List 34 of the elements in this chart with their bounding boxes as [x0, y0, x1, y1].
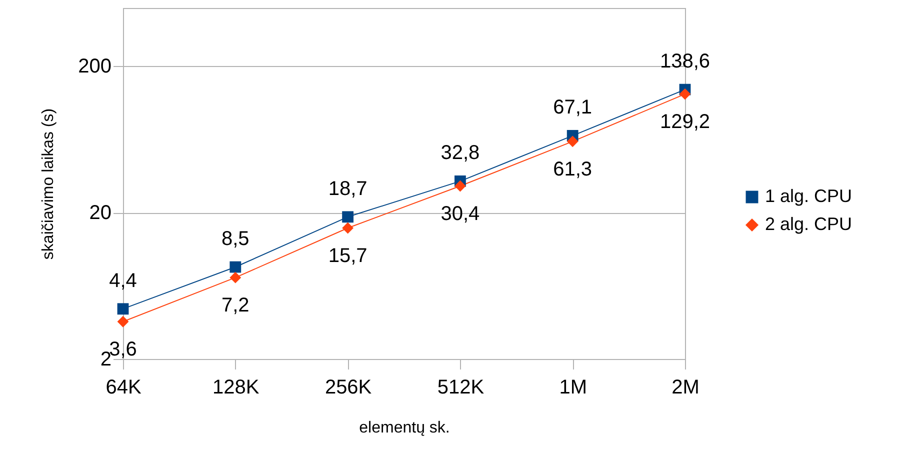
data-label: 7,2 — [221, 294, 250, 317]
point — [342, 211, 354, 223]
data-label: 138,6 — [660, 50, 710, 73]
x-tick-label: 64K — [106, 376, 142, 398]
point — [342, 222, 354, 234]
y-axis-title: skaičiavimo laikas (s) — [40, 108, 58, 260]
point — [679, 88, 691, 100]
x-tick-label: 512K — [437, 376, 485, 398]
data-label: 18,7 — [328, 178, 368, 200]
point — [117, 316, 129, 328]
data-label: 8,5 — [221, 228, 250, 250]
legend-label: 2 alg. CPU — [765, 214, 852, 234]
x-axis-title: elementų sk. — [359, 420, 450, 436]
x-tick-label: 128K — [212, 376, 260, 398]
data-label: 3,6 — [109, 338, 137, 361]
data-label: 4,4 — [109, 270, 137, 292]
y-tick-label: 20 — [89, 202, 112, 224]
data-label: 61,3 — [553, 158, 592, 180]
legend-label: 1 alg. CPU — [765, 186, 852, 206]
point — [117, 303, 129, 315]
data-label: 30,4 — [440, 203, 480, 226]
data-label: 32,8 — [440, 142, 480, 164]
data-label: 67,1 — [553, 96, 592, 119]
y-tick-label: 2 — [100, 348, 112, 370]
x-tick-label: 1M — [559, 376, 587, 398]
x-tick-label: 2M — [672, 376, 700, 398]
data-label: 15,7 — [328, 245, 368, 268]
y-tick-label: 200 — [78, 56, 112, 78]
x-tick-label: 256K — [324, 376, 372, 398]
point — [566, 136, 578, 148]
point — [230, 261, 242, 273]
point — [230, 272, 242, 284]
data-label: 129,2 — [660, 111, 710, 134]
point — [454, 180, 466, 192]
